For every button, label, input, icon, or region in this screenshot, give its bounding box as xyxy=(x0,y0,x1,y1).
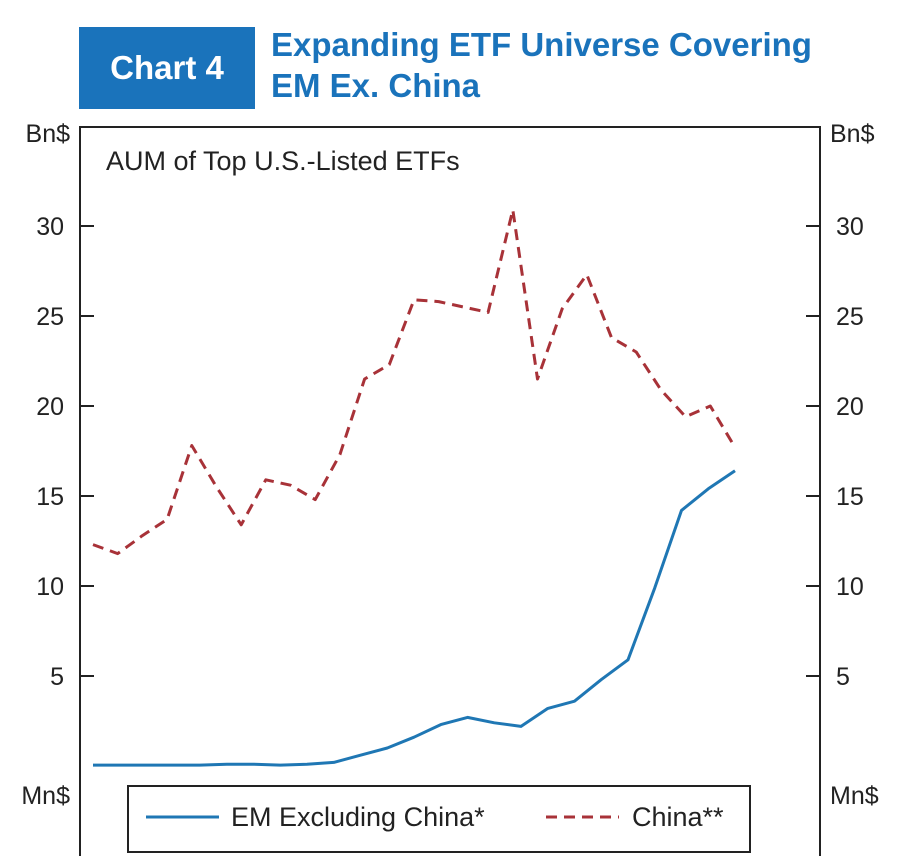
left-unit-top: Bn$ xyxy=(26,120,71,148)
chart-title-line-2: EM Ex. China xyxy=(271,67,481,104)
plot-frame xyxy=(79,126,821,856)
y-tick-label-left-30: 30 xyxy=(36,213,64,241)
chart-title-line-1: Expanding ETF Universe Covering xyxy=(271,26,812,63)
y-tick-label-left-5: 5 xyxy=(50,663,64,691)
legend: EM Excluding China* China** xyxy=(127,785,751,853)
y-tick-label-left-25: 25 xyxy=(36,303,64,331)
y-tick-label-right-15: 15 xyxy=(836,483,864,511)
y-tick-label-right-20: 20 xyxy=(836,393,864,421)
right-unit-top: Bn$ xyxy=(830,120,875,148)
y-tick-label-left-10: 10 xyxy=(36,573,64,601)
y-tick-label-right-30: 30 xyxy=(836,213,864,241)
y-tick-label-left-15: 15 xyxy=(36,483,64,511)
y-tick-label-left-20: 20 xyxy=(36,393,64,421)
legend-label-em-excluding-china: EM Excluding China* xyxy=(231,802,485,832)
chart-title: Expanding ETF Universe Covering EM Ex. C… xyxy=(271,24,891,106)
series-line-em-excluding-china xyxy=(93,469,736,767)
chart-number-badge: Chart 4 xyxy=(79,27,255,109)
y-tick-label-right-10: 10 xyxy=(836,573,864,601)
y-tick-label-right-25: 25 xyxy=(836,303,864,331)
legend-label-china: China** xyxy=(632,802,724,832)
left-unit-bottom: Mn$ xyxy=(21,782,70,810)
right-unit-bottom: Mn$ xyxy=(830,782,879,810)
legend-box xyxy=(127,785,751,853)
series-lines xyxy=(92,208,737,767)
chart-subtitle: AUM of Top U.S.-Listed ETFs xyxy=(106,146,460,176)
y-axis-ticks: 5 5 10 10 15 15 20 20 25 25 30 30 xyxy=(36,213,864,691)
y-tick-label-right-5: 5 xyxy=(836,663,850,691)
series-line-china xyxy=(92,208,737,556)
